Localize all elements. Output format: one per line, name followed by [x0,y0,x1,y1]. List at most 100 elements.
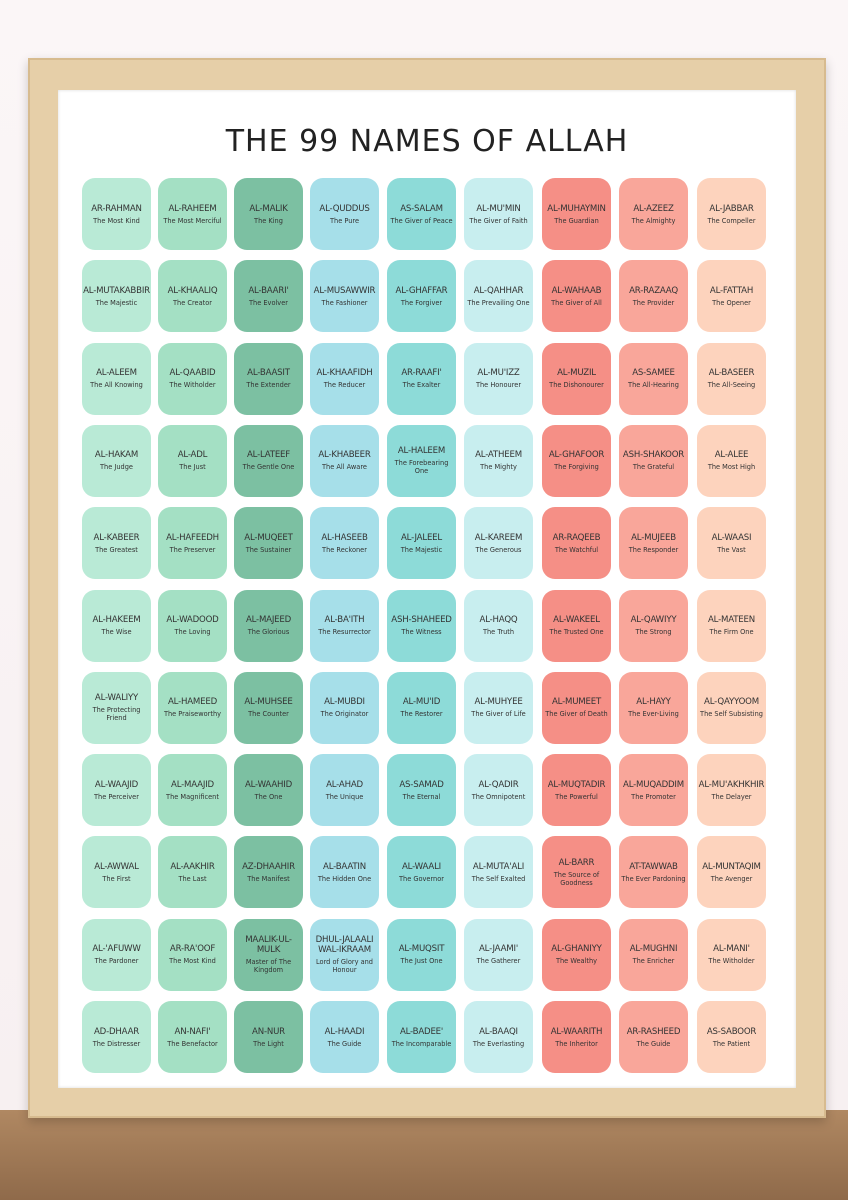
meaning: The Provider [632,298,675,307]
name: AD-DHAAR [93,1026,140,1037]
name: MAALIK-UL-MULK [245,935,292,956]
name-tile: AL-MUHYEE The Giver of Life [464,671,533,744]
meaning: The Opener [712,298,751,307]
name-tile: AR-RAQEEB The Watchful [542,507,611,580]
name: AL-AWWAL [94,861,139,872]
name: AL-WAKEEL [553,615,600,625]
name-tile: AL-KHABEER The All Aware [310,424,379,497]
name: AL-MATEEN [708,615,755,625]
name-tile: AL-HAFEEDH The Preserver [158,507,227,580]
name-tile: AL-GHANIYY The Wealthy [542,918,611,991]
name-tile: AL-MUQSIT The Just One [387,918,456,991]
name-tile: AL-MUSAWWIR The Fashioner [310,260,379,333]
name-tile: AL-MAAJID The Magnificent [158,754,227,827]
meaning: The Distresser [92,1039,141,1048]
name: AL-MUMEET [551,697,602,708]
name: AL-QAABID [169,368,216,379]
name-tile: AL-AWWAL The First [82,836,151,909]
meaning: The Loving [174,628,211,636]
name-tile: AL-BADEE' The Incomparable [387,1001,456,1073]
meaning: The Witness [401,628,442,636]
meaning: The Compeller [707,216,756,225]
meaning: The Creator [173,298,212,307]
name: AL-MUQTADIR [547,779,606,790]
name-tile: AL-KABEER The Greatest [82,507,151,580]
name-tile: AL-MUTA'ALI The Self Exalted [464,836,533,909]
name: AL-FATTAH [709,285,754,296]
meaning: The Preserver [169,545,216,554]
meaning: The One [254,792,283,801]
name: AR-RAZAAQ [629,285,678,296]
name-tile: AL-MAJEED The Glorious [234,589,303,662]
meaning: The Restorer [400,710,443,719]
meaning: The Self Exalted [471,874,526,883]
name-tile: AL-MUGHNI The Enricher [619,918,688,991]
meaning: The All Knowing [90,381,143,390]
name-tile: AL-KHAAFIDH The Reducer [310,342,379,415]
meaning: The Hidden One [317,874,372,883]
name-tile: AL-HAKAM The Judge [82,424,151,497]
name: AL-WAAJID [94,779,139,790]
meaning: The Most Kind [169,957,216,966]
name: AL-MU'MIN [476,203,521,214]
meaning: The Praiseworthy [163,710,222,719]
name: AN-NUR [252,1026,285,1037]
name: AS-SABOOR [706,1026,757,1037]
name: AL-MUQEET [244,532,293,543]
name: AL-GHANIYY [551,944,602,955]
name-tile: AR-RAHMAN The Most Kind [82,178,151,250]
name: AL-ALEE [714,450,749,461]
name: AL-QAHHAR [473,285,524,296]
name: AL-BAARI' [248,285,289,296]
name-tile: AL-AZEEZ The Almighty [619,178,688,250]
name-tile: AL-JAAMI' The Gatherer [464,918,533,991]
name: AL-MUQSIT [398,944,445,955]
name-tile: AS-SALAM The Giver of Peace [387,178,456,250]
meaning: The All-Hearing [628,381,679,390]
meaning: The Eternal [402,792,441,801]
name: AL-QADIR [478,779,519,790]
name-tile: AL-AHAD The Unique [310,754,379,827]
name-tile: AL-HAQQ The Truth [464,589,533,662]
meaning: The Magnificent [166,792,219,801]
name-tile: AL-BA'ITH The Resurrector [310,589,379,662]
name: AT-TAWWAB [629,861,678,872]
meaning: The Self Subsisting [700,710,763,719]
name-tile: AL-WAALI The Governor [387,836,456,909]
meaning: The Light [253,1039,284,1048]
meaning: The Generous [475,545,522,554]
meaning: The Guardian [554,216,599,225]
name-tile: AL-KHAALIQ The Creator [158,260,227,333]
name-tile: AL-HAYY The Ever-Living [619,671,688,744]
meaning: The Forgiving [554,463,599,472]
meaning: The Incomparable [391,1039,452,1048]
meaning: Master of The Kingdom [245,958,292,975]
meaning: The Honourer [475,381,522,390]
name: AL-HAFEEDH [166,532,219,543]
name: AL-BADEE' [399,1026,444,1037]
name: AL-RAHEEM [168,203,217,214]
name-tile: AL-QAABID The Witholder [158,342,227,415]
name-tile: AL-QAWIYY The Strong [619,589,688,662]
name: AL-HAQQ [479,615,518,625]
meaning: The Responder [628,545,679,554]
name: AL-QUDDUS [319,203,370,214]
name: AL-MUSAWWIR [313,285,376,296]
meaning: The Greatest [95,545,138,554]
name: AL-QAYYOOM [704,697,759,708]
name-tile: AL-WAHAAB The Giver of All [542,260,611,333]
name: AL-ALEEM [96,368,137,379]
name-tile: AL-GHAFFAR The Forgiver [387,260,456,333]
meaning: The Fashioner [321,298,368,307]
name: AL-KHAALIQ [167,285,218,296]
name: AL-QAWIYY [630,615,677,625]
name: AL-MUBDI [324,697,365,708]
meaning: The Wealthy [555,957,598,966]
name: AL-MUHYEE [474,697,523,708]
name-tile: AL-MU'ID The Restorer [387,671,456,744]
name: AL-WAALI [401,861,441,872]
meaning: The Mighty [480,463,517,472]
name: AL-GHAFFAR [395,285,448,296]
name: AL-AZEEZ [633,203,674,214]
name: AL-BAAQI [479,1026,518,1037]
